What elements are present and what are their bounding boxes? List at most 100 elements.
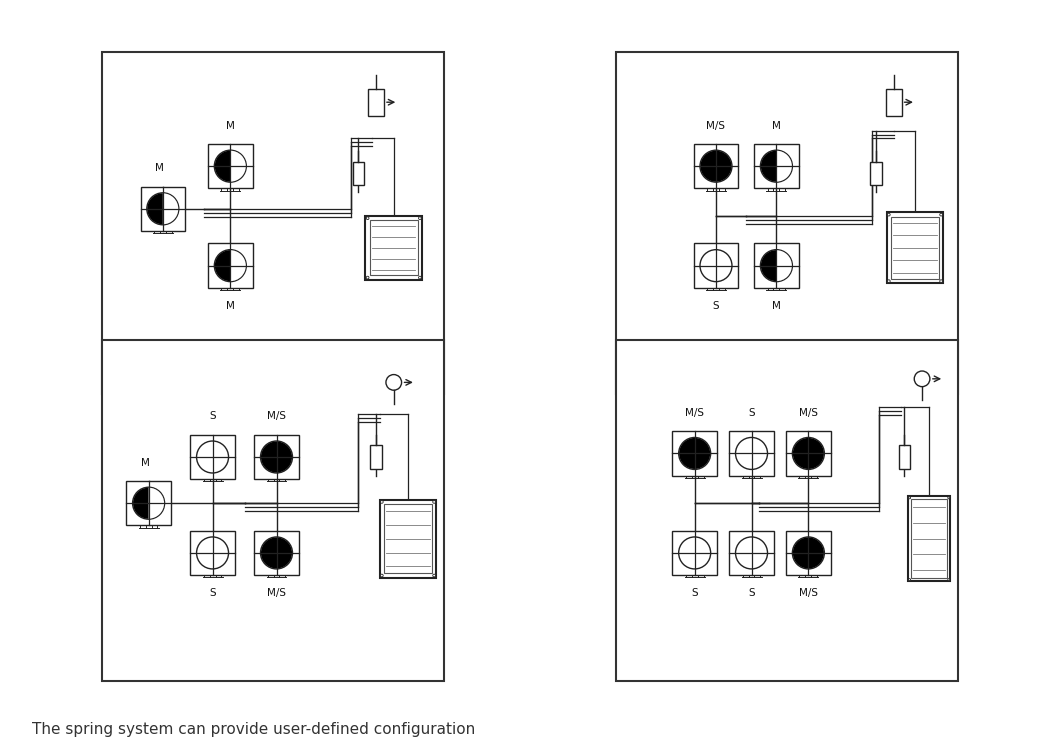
Bar <box>126 481 171 525</box>
Bar <box>368 89 384 116</box>
Circle shape <box>214 249 246 282</box>
Bar <box>787 431 831 476</box>
Circle shape <box>214 150 246 182</box>
Bar <box>370 221 418 275</box>
Circle shape <box>147 193 179 225</box>
Wedge shape <box>230 250 246 281</box>
Circle shape <box>761 150 792 181</box>
Bar <box>366 216 422 280</box>
Bar <box>899 445 909 469</box>
Circle shape <box>793 537 825 569</box>
Circle shape <box>760 249 793 282</box>
Circle shape <box>940 280 942 283</box>
Circle shape <box>736 537 767 569</box>
Circle shape <box>419 217 421 219</box>
Bar <box>886 212 943 284</box>
Circle shape <box>381 574 383 577</box>
Bar <box>729 531 774 575</box>
Text: S: S <box>748 408 755 418</box>
Circle shape <box>678 537 710 569</box>
Circle shape <box>679 438 710 469</box>
Circle shape <box>793 538 824 569</box>
Bar <box>191 435 234 479</box>
Text: S: S <box>691 588 697 599</box>
Text: M: M <box>226 121 234 131</box>
Text: M: M <box>772 121 781 131</box>
Wedge shape <box>776 250 792 281</box>
Circle shape <box>760 150 793 182</box>
Circle shape <box>701 150 731 181</box>
Bar <box>370 445 382 469</box>
Bar <box>787 531 831 575</box>
Bar <box>729 431 774 476</box>
Text: M: M <box>772 301 781 311</box>
Circle shape <box>367 217 369 219</box>
Circle shape <box>432 500 436 503</box>
Circle shape <box>367 276 369 279</box>
Circle shape <box>196 441 229 473</box>
Text: M/S: M/S <box>799 588 818 599</box>
Text: M: M <box>155 163 163 173</box>
Bar <box>384 504 431 573</box>
Circle shape <box>761 250 792 281</box>
Circle shape <box>134 488 164 519</box>
Circle shape <box>887 213 890 216</box>
Text: S: S <box>209 588 216 599</box>
Circle shape <box>793 438 825 469</box>
Text: M/S: M/S <box>267 588 286 599</box>
Text: M: M <box>226 301 234 311</box>
Bar <box>254 435 299 479</box>
Text: M/S: M/S <box>685 408 704 418</box>
Text: M/S: M/S <box>799 408 818 418</box>
Text: S: S <box>712 301 720 311</box>
Bar <box>208 243 252 288</box>
Circle shape <box>432 574 436 577</box>
Bar <box>208 144 252 188</box>
Circle shape <box>678 438 710 469</box>
Bar <box>672 431 717 476</box>
Circle shape <box>261 537 293 569</box>
Bar <box>907 496 951 581</box>
Circle shape <box>793 438 824 469</box>
Circle shape <box>196 537 229 569</box>
Bar <box>870 162 882 184</box>
Bar <box>694 144 738 188</box>
Circle shape <box>386 374 402 390</box>
Text: S: S <box>748 588 755 599</box>
Text: M/S: M/S <box>706 121 725 131</box>
Bar <box>191 531 234 575</box>
Bar <box>886 89 902 116</box>
Circle shape <box>700 150 732 182</box>
Wedge shape <box>776 150 792 181</box>
Circle shape <box>915 371 930 386</box>
Circle shape <box>381 500 383 503</box>
Bar <box>353 162 364 184</box>
Text: M: M <box>141 457 149 468</box>
Bar <box>891 217 939 279</box>
Bar <box>141 187 186 231</box>
Wedge shape <box>230 150 246 181</box>
Circle shape <box>908 497 911 499</box>
Circle shape <box>261 538 292 569</box>
Bar <box>912 500 947 578</box>
Circle shape <box>419 276 421 279</box>
Circle shape <box>215 150 246 181</box>
Wedge shape <box>163 194 178 225</box>
Bar <box>694 243 738 288</box>
Circle shape <box>887 280 890 283</box>
Circle shape <box>147 194 178 225</box>
Circle shape <box>908 578 911 581</box>
Bar <box>379 500 437 578</box>
Circle shape <box>261 442 292 472</box>
Text: The spring system can provide user-defined configuration: The spring system can provide user-defin… <box>32 722 475 737</box>
Text: M/S: M/S <box>267 411 286 422</box>
Circle shape <box>132 487 164 519</box>
Circle shape <box>261 441 293 473</box>
Bar <box>754 243 798 288</box>
Circle shape <box>215 250 246 281</box>
Circle shape <box>948 497 950 499</box>
Wedge shape <box>148 488 164 519</box>
Bar <box>254 531 299 575</box>
Circle shape <box>736 438 767 469</box>
Text: S: S <box>209 411 216 422</box>
